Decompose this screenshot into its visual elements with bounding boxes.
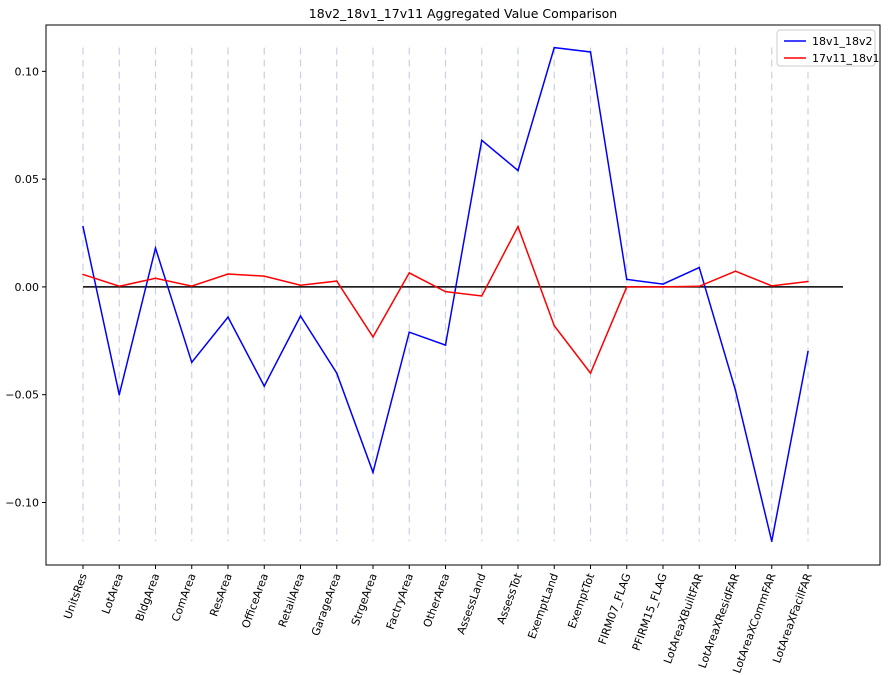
data-point <box>190 361 193 364</box>
x-tick-label: UnitsRes <box>61 571 90 621</box>
data-point <box>625 286 628 288</box>
plot-frame <box>45 24 881 566</box>
data-point <box>444 344 447 346</box>
data-point <box>770 540 773 543</box>
x-tick-label: OfficeArea <box>239 572 271 630</box>
data-point <box>553 46 556 49</box>
data-point <box>480 139 483 142</box>
grid-lines <box>82 47 809 542</box>
data-point <box>227 273 229 275</box>
x-axis: UnitsRes LotArea BldgArea ComArea ResArea Off… <box>61 565 815 675</box>
x-tick-label: ExemptLand <box>525 572 561 641</box>
data-point <box>118 285 121 288</box>
legend: 18v1_18v2 17v11_18v1 <box>776 29 880 67</box>
x-tick-label: LotAreaXBuiltFAR <box>661 571 706 665</box>
y-axis: −0.10 −0.05 0.00 0.05 0.10 <box>5 65 46 509</box>
data-point <box>299 284 302 286</box>
legend-label: 18v1_18v2 <box>812 35 873 48</box>
data-point <box>335 280 338 282</box>
x-tick-label: ComArea <box>169 572 198 624</box>
data-point <box>82 273 84 276</box>
data-point <box>263 385 266 387</box>
data-point <box>372 471 374 474</box>
x-tick-label: RetailArea <box>276 572 308 629</box>
data-point <box>589 51 592 53</box>
data-point <box>263 275 266 277</box>
y-tick-label: −0.05 <box>5 389 39 402</box>
data-point <box>553 324 556 327</box>
data-point <box>118 393 121 396</box>
data-point <box>734 389 737 392</box>
x-tick-label: FIRM07_FLAG <box>596 572 634 647</box>
data-point <box>480 295 483 297</box>
x-tick-label: LotAreaXFacilFAR <box>770 571 815 665</box>
x-tick-label: AssessTot <box>494 571 525 626</box>
x-tick-label: FactryArea <box>384 572 416 632</box>
data-point <box>734 270 737 272</box>
data-point <box>517 225 519 228</box>
data-point <box>299 315 302 317</box>
data-point <box>517 169 519 172</box>
legend-label: 17v11_18v1 <box>812 52 880 65</box>
data-point <box>227 316 229 318</box>
data-point <box>770 285 773 287</box>
y-tick-label: 0.10 <box>15 65 40 78</box>
data-point <box>807 350 809 353</box>
chart-title: 18v2_18v1_17v11 Aggregated Value Compari… <box>309 6 617 21</box>
x-tick-label: ExemptTot <box>565 571 597 630</box>
x-tick-label: OtherArea <box>421 572 453 630</box>
x-tick-label: BldgArea <box>133 572 162 623</box>
legend-box <box>776 29 876 67</box>
data-point <box>335 372 338 374</box>
data-point <box>589 372 592 374</box>
y-tick-label: −0.10 <box>5 496 39 509</box>
data-point <box>807 280 809 283</box>
data-point <box>372 336 374 338</box>
x-tick-label: StrgeArea <box>349 572 380 628</box>
data-point <box>190 285 193 287</box>
data-point <box>154 247 157 249</box>
y-tick-label: 0.05 <box>15 173 40 186</box>
data-point <box>82 225 84 228</box>
x-tick-label: LotArea <box>99 572 126 616</box>
x-tick-label: AssessLand <box>454 572 488 637</box>
data-point <box>444 290 447 293</box>
data-point <box>698 285 701 288</box>
data-point <box>662 286 664 288</box>
data-point <box>408 331 411 333</box>
x-tick-label: ResArea <box>207 572 235 619</box>
data-point <box>625 278 628 281</box>
data-point <box>408 272 411 274</box>
x-tick-label: GarageArea <box>309 572 344 638</box>
data-point <box>662 283 664 285</box>
y-tick-label: 0.00 <box>15 281 40 294</box>
data-point <box>698 266 701 269</box>
x-tick-label: PFIRM15_FLAG <box>630 572 670 653</box>
data-point <box>154 277 157 280</box>
series-group <box>82 46 809 543</box>
